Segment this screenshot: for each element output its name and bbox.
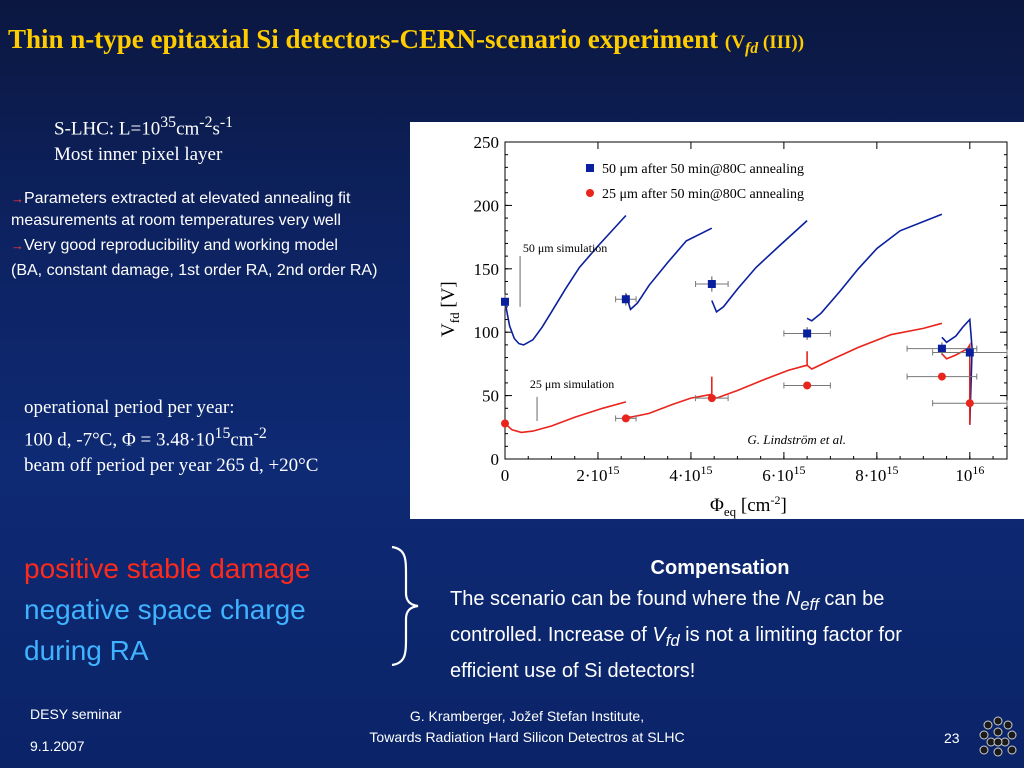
vfd-chart: 0 50 100 150 200 250 0 2·1015 4·1015 6·1015 8·1015… [438,133,1008,519]
x-tick-label: 1016 [955,463,984,485]
title-sub-close: (III)) [758,32,805,53]
legend-label-25: 25 μm after 50 min@80C annealing [602,187,804,202]
x-tick-label: 2·1015 [576,463,619,485]
footer-center: G. Kramberger, Jožef Stefan Institute, T… [332,706,722,748]
slhc-s: s [212,118,220,140]
slide-title: Thin n-type epitaxial Si detectors-CERN-… [8,24,804,58]
simulation-25-line [941,342,971,425]
operational-exp2: -2 [253,425,267,442]
damage-block: positive stable damage negative space ch… [24,548,310,671]
measured-25-point [707,394,716,403]
slhc-exp3: -1 [219,114,234,131]
damage-line1: positive stable damage [24,553,311,584]
bullet-text: Parameters extracted at elevated anneali… [11,190,351,229]
title-sub: (Vfd (III)) [724,32,805,57]
measured-50-point [707,280,716,289]
legend-marker-25 [586,189,594,197]
operational-block: operational period per year: 100 d, -7°C… [24,395,318,479]
y-tick-label: 0 [491,450,500,469]
compensation-block: Compensation The scenario can be found w… [450,553,970,687]
footer-talk: Towards Radiation Hard Silicon Detectros… [369,729,685,745]
measured-50-point [501,297,509,306]
compensation-heading: Compensation [650,557,790,579]
legend-label-50: 50 μm after 50 min@80C annealing [602,162,804,177]
chart-panel: 0 50 100 150 200 250 0 2·1015 4·1015 6·1015 8·1015… [410,122,1024,519]
y-tick-label: 200 [474,196,500,215]
y-tick-label: 100 [474,323,500,342]
arrow-icon: → [11,238,24,253]
bullet-item: (BA, constant damage, 1st order RA, 2nd … [11,262,378,279]
operational-line1: operational period per year: [24,397,235,418]
footer-date: 9.1.2007 [30,738,85,754]
slhc-unit: cm [176,118,200,140]
footer-left: DESY seminar 9.1.2007 [30,698,122,762]
operational-line2: 100 d, -7°C, Φ = 3.48·1015cm-2 [24,421,318,453]
y-tick-label: 150 [474,260,500,279]
operational-prefix: 100 d, -7°C, Φ = 3.48·10 [24,429,215,451]
simulation-50-line [941,317,973,425]
simulation-50-line [806,213,943,322]
simulation-25-line [711,351,808,399]
x-tick-label: 0 [501,466,510,485]
arrow-icon: → [11,191,24,206]
neff-symbol: N [785,588,801,610]
vfd-subscript: fd [665,631,680,650]
institute-logo-icon [979,716,1017,757]
y-tick-label: 250 [474,133,500,152]
x-tick-label: 6·1015 [762,463,805,485]
slhc-luminosity: S-LHC: L=1035cm-2s-1 [54,110,233,142]
measured-25-point [501,419,509,428]
footer-seminar: DESY seminar [30,706,122,722]
footer-author: G. Kramberger, Jožef Stefan Institute, [409,708,645,724]
measured-50-point [965,348,974,357]
slhc-layer: Most inner pixel layer [54,144,223,166]
simulation-25-line [504,401,627,434]
simulation-label: 25 μm simulation [530,377,614,391]
title-sub-subscript: fd [744,39,759,57]
x-tick-label: 4·1015 [669,463,712,485]
simulation-50-line [625,227,713,311]
chart-credit: G. Lindström et al. [747,432,846,447]
title-sub-open: (V [724,32,745,53]
simulation-50-line [711,220,808,314]
compensation-t1: The scenario can be found where the [450,588,786,610]
slhc-exp2: -2 [199,114,213,131]
measured-25-point [965,399,974,408]
bullet-text: Very good reproducibility and working mo… [24,237,338,254]
compensation-t3: can be controlled. Increase of [450,588,885,646]
measured-50-point [621,295,630,304]
simulation-25-line [806,322,943,370]
page-number: 23 [944,730,960,746]
simulation-50-line [504,214,627,346]
damage-line2: negative space charge [24,594,306,625]
x-tick-label: 8·1015 [855,463,898,485]
operational-line3: beam off period per year 265 d, +20°C [24,455,319,477]
operational-unit: cm [230,429,254,451]
slhc-exp1: 35 [160,114,177,131]
title-main: Thin n-type epitaxial Si detectors-CERN-… [8,24,719,54]
slhc-block: S-LHC: L=1035cm-2s-1 Most inner pixel la… [54,110,233,168]
bullet-item: →Parameters extracted at elevated anneal… [11,188,401,232]
x-axis-label: Φeq [cm-2] [710,493,787,519]
operational-exp: 15 [214,425,231,442]
simulation-label: 50 μm simulation [523,241,607,255]
simulation-25-line [625,376,713,419]
measured-25-point [937,372,946,381]
vfd-symbol: V [652,624,666,646]
neff-subscript: eff [800,595,819,614]
y-tick-label: 50 [482,387,499,406]
bullet-item: →Very good reproducibility and working m… [11,235,401,257]
curly-brace-icon [391,545,419,667]
compensation-t5: is not a limiting factor for efficient u… [450,624,902,682]
bullet-list: →Parameters extracted at elevated anneal… [11,188,401,285]
compensation-text: The scenario can be found where the Neff… [450,584,970,687]
slhc-prefix: S-LHC: L=10 [54,118,161,140]
measured-50-point [803,329,812,338]
legend-marker-50 [586,164,594,172]
y-axis-label: Vfd [V] [438,281,462,337]
measured-50-point [937,344,946,353]
damage-line3: during RA [24,635,149,666]
measured-25-point [621,414,630,423]
measured-25-point [803,381,812,390]
